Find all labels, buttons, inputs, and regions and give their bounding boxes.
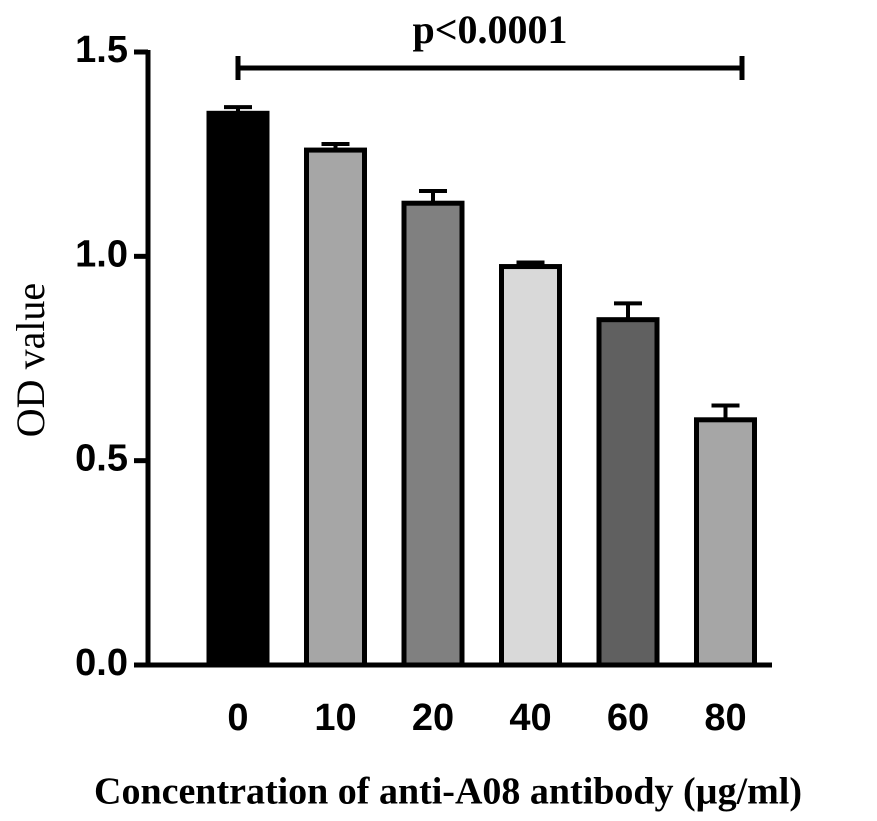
y-tick-label: 0.5	[75, 438, 128, 480]
bar	[694, 417, 757, 668]
bar	[401, 200, 465, 668]
annotation: p<0.0001	[412, 7, 567, 52]
bar	[499, 264, 562, 668]
x-tick-label: 0	[227, 697, 248, 739]
bar	[206, 110, 270, 668]
y-tick-label: 1.0	[75, 233, 128, 275]
x-tick-label: 80	[704, 697, 746, 739]
significance-bracket	[235, 56, 745, 80]
x-axis-title: Concentration of anti-A08 antibody (µg/m…	[94, 771, 802, 813]
bar	[304, 147, 367, 668]
y-axis-title: OD value	[8, 283, 53, 437]
bar	[596, 317, 660, 668]
x-tick-label: 60	[607, 697, 649, 739]
x-tick-label: 20	[412, 697, 454, 739]
x-tick-label: 40	[509, 697, 551, 739]
y-tick-label: 0.0	[75, 642, 128, 684]
x-tick-label: 10	[314, 697, 356, 739]
y-tick-label: 1.5	[75, 29, 128, 71]
